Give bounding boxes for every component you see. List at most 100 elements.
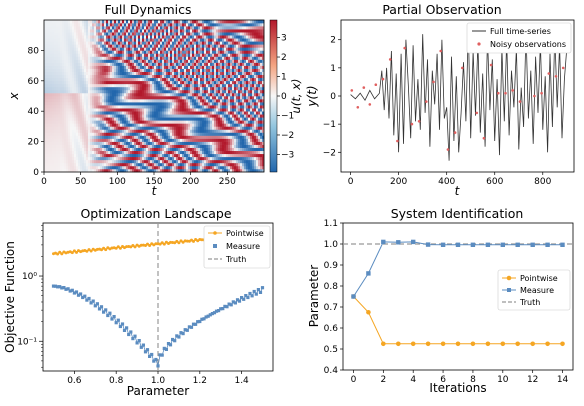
heatmap-cell <box>62 41 65 45</box>
heatmap-cell <box>118 65 121 69</box>
heatmap-cell <box>118 168 121 173</box>
heatmap-cell <box>212 77 215 82</box>
heatmap-cell <box>52 68 55 72</box>
heatmap-cell <box>190 108 193 112</box>
heatmap-cell <box>200 117 203 121</box>
heatmap-cell <box>154 83 157 88</box>
heatmap-cell <box>170 35 173 39</box>
heatmap-cell <box>180 38 183 42</box>
heatmap-cell <box>158 159 161 164</box>
heatmap-cell <box>54 129 57 133</box>
heatmap-cell <box>212 144 215 148</box>
heatmap-cell <box>178 162 181 167</box>
heatmap-cell <box>82 74 85 79</box>
heatmap-cell <box>116 65 119 69</box>
heatmap-cell <box>92 50 95 54</box>
heatmap-cell <box>94 92 97 97</box>
heatmap-cell <box>152 123 155 127</box>
heatmap-cell <box>120 165 123 170</box>
heatmap-cell <box>132 96 135 100</box>
heatmap-cell <box>220 23 223 27</box>
heatmap-cell <box>202 74 205 79</box>
heatmap-cell <box>168 71 171 76</box>
heatmap-cell <box>148 74 151 79</box>
heatmap-cell <box>140 20 143 24</box>
heatmap-cell <box>154 50 157 54</box>
heatmap-cell <box>82 29 85 33</box>
heatmap-cell <box>158 117 161 121</box>
heatmap-cell <box>124 99 127 103</box>
heatmap-cell <box>98 74 101 79</box>
heatmap-cell <box>130 147 133 152</box>
heatmap-cell <box>66 102 69 106</box>
heatmap-cell <box>224 68 227 72</box>
heatmap-cell <box>166 59 169 63</box>
heatmap-cell <box>216 102 219 106</box>
heatmap-cell <box>188 141 191 145</box>
heatmap-cell <box>82 123 85 127</box>
heatmap-cell <box>144 53 147 57</box>
heatmap-cell <box>182 80 185 85</box>
heatmap-cell <box>164 68 167 72</box>
heatmap-cell <box>224 20 227 24</box>
heatmap-cell <box>194 114 197 118</box>
heatmap-cell <box>144 38 147 42</box>
heatmap-cell <box>134 38 137 42</box>
heatmap-cell <box>122 138 125 142</box>
heatmap-cell <box>230 80 233 85</box>
heatmap-cell <box>148 147 151 152</box>
heatmap-cell <box>90 20 93 24</box>
heatmap-cell <box>66 59 69 63</box>
heatmap-cell <box>178 156 181 161</box>
heatmap-cell <box>124 117 127 121</box>
heatmap-cell <box>138 102 141 106</box>
heatmap-cell <box>210 96 213 100</box>
heatmap-cell <box>144 32 147 36</box>
heatmap-cell <box>222 96 225 100</box>
heatmap-cell <box>170 41 173 45</box>
heatmap-cell <box>166 23 169 27</box>
heatmap-cell <box>80 141 83 145</box>
heatmap-cell <box>162 23 165 27</box>
heatmap-cell <box>238 77 241 82</box>
heatmap-cell <box>160 162 163 167</box>
heatmap-cell <box>158 144 161 148</box>
heatmap-cell <box>236 50 239 54</box>
heatmap-cell <box>52 50 55 54</box>
heatmap-cell <box>56 138 59 142</box>
heatmap-cell <box>172 89 175 94</box>
heatmap-cell <box>214 62 217 66</box>
heatmap-cell <box>164 99 167 103</box>
heatmap-cell <box>130 102 133 106</box>
heatmap-cell <box>88 44 91 48</box>
heatmap-cell <box>116 132 119 136</box>
heatmap-cell <box>44 168 47 173</box>
heatmap-cell <box>130 53 133 57</box>
heatmap-cell <box>174 23 177 27</box>
heatmap-cell <box>188 99 191 103</box>
heatmap-cell <box>132 71 135 76</box>
heatmap-cell <box>138 20 141 24</box>
heatmap-cell <box>196 114 199 118</box>
heatmap-cell <box>154 135 157 139</box>
heatmap-cell <box>130 74 133 79</box>
heatmap-cell <box>110 80 113 85</box>
heatmap-cell <box>90 123 93 127</box>
heatmap-cell <box>176 129 179 133</box>
heatmap-cell <box>50 153 53 158</box>
heatmap-cell <box>94 65 97 69</box>
heatmap-cell <box>128 62 131 66</box>
heatmap-cell <box>100 41 103 45</box>
heatmap-cell <box>164 135 167 139</box>
heatmap-cell <box>84 141 87 145</box>
heatmap-cell <box>172 80 175 85</box>
heatmap-cell <box>220 29 223 33</box>
heatmap-cell <box>190 117 193 121</box>
heatmap-cell <box>190 23 193 27</box>
heatmap-cell <box>74 56 77 60</box>
heatmap-cell <box>216 111 219 115</box>
heatmap-cell <box>208 86 211 91</box>
heatmap-cell <box>134 86 137 91</box>
heatmap-cell <box>62 23 65 27</box>
heatmap-cell <box>92 111 95 115</box>
